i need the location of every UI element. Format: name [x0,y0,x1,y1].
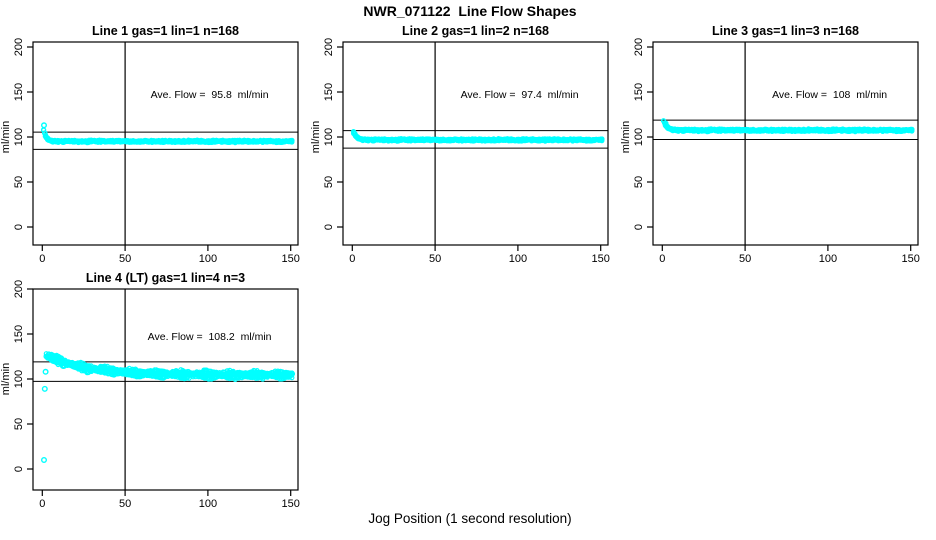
panels-group: Line 1 gas=1 lin=1 n=168 0 50 100 150 0 50 100 1… [0,24,920,510]
data-point [909,126,915,132]
x-tick-label: 0 [659,253,665,265]
panel-line-2: Line 2 gas=1 lin=2 n=168 0 50 100 150 0 50 100 1… [310,24,610,265]
average-flow-annotation: Ave. Flow = 95.8 ml/min [151,89,269,101]
y-tick-label: 100 [633,128,645,146]
y-tick-label: 50 [13,418,25,430]
x-tick-label: 150 [902,253,920,265]
y-tick-label: 150 [13,325,25,343]
y-tick-label: 200 [13,280,25,298]
x-tick-label: 100 [199,253,217,265]
plot-box [652,41,919,246]
plot-box [32,41,299,246]
y-axis-unit: ml/min [310,121,322,153]
x-tick-label: 150 [282,498,300,510]
y-tick-label: 0 [323,224,335,230]
x-tick-label: 100 [819,253,837,265]
panel-title: Line 1 gas=1 lin=1 n=168 [92,24,239,38]
x-tick-label: 50 [119,253,131,265]
x-tick-label: 0 [39,498,45,510]
scatter-points [41,351,296,464]
average-flow-annotation: Ave. Flow = 97.4 ml/min [461,89,579,101]
x-tick-label: 0 [39,253,45,265]
data-point [289,137,295,143]
x-tick-label: 150 [592,253,610,265]
y-tick-label: 0 [13,224,25,230]
y-axis-unit: ml/min [0,121,12,153]
data-point [289,371,296,377]
y-tick-label: 100 [323,128,335,146]
x-tick-label: 150 [282,253,300,265]
outlier-point [41,457,48,464]
y-tick-label: 150 [323,83,335,101]
scatter-points [40,122,295,146]
outlier-point [41,122,48,129]
x-tick-label: 50 [739,253,751,265]
outlier-point [351,130,358,137]
panel-title: Line 2 gas=1 lin=2 n=168 [402,24,549,38]
outlier-point [662,120,669,127]
panel-line-3: Line 3 gas=1 lin=3 n=168 0 50 100 150 0 50 100 1… [620,24,920,265]
plot-box [342,41,609,246]
x-tick-label: 50 [119,498,131,510]
x-axis-label: Jog Position (1 second resolution) [368,511,571,526]
plot-box [32,288,299,491]
y-tick-label: 150 [633,83,645,101]
y-tick-label: 50 [13,176,25,188]
scatter-points [350,129,605,144]
x-tick-label: 0 [349,253,355,265]
y-axis-unit: ml/min [0,363,12,395]
panel-title: Line 4 (LT) gas=1 lin=4 n=3 [86,271,245,285]
y-tick-label: 100 [13,370,25,388]
y-tick-label: 0 [633,224,645,230]
y-tick-label: 200 [323,38,335,56]
outlier-point [41,385,48,392]
y-tick-label: 50 [323,176,335,188]
average-flow-annotation: Ave. Flow = 108.2 ml/min [148,331,272,343]
scatter-points [660,118,915,135]
data-point [599,136,605,142]
outlier-point [42,368,49,375]
panel-line-1: Line 1 gas=1 lin=1 n=168 0 50 100 150 0 50 100 1… [0,24,300,265]
x-tick-label: 100 [509,253,527,265]
y-tick-label: 150 [13,83,25,101]
average-flow-annotation: Ave. Flow = 108 ml/min [772,89,887,101]
figure-title: NWR_071122 Line Flow Shapes [363,3,576,19]
panel-title: Line 3 gas=1 lin=3 n=168 [712,24,859,38]
y-tick-label: 200 [633,38,645,56]
y-tick-label: 100 [13,128,25,146]
y-tick-label: 200 [13,38,25,56]
panel-line-4: Line 4 (LT) gas=1 lin=4 n=3 0 50 100 150 0 50 1… [0,271,300,510]
y-tick-label: 50 [633,176,645,188]
x-tick-label: 50 [429,253,441,265]
x-tick-label: 100 [199,498,217,510]
y-tick-label: 0 [13,466,25,472]
y-axis-unit: ml/min [620,121,632,153]
